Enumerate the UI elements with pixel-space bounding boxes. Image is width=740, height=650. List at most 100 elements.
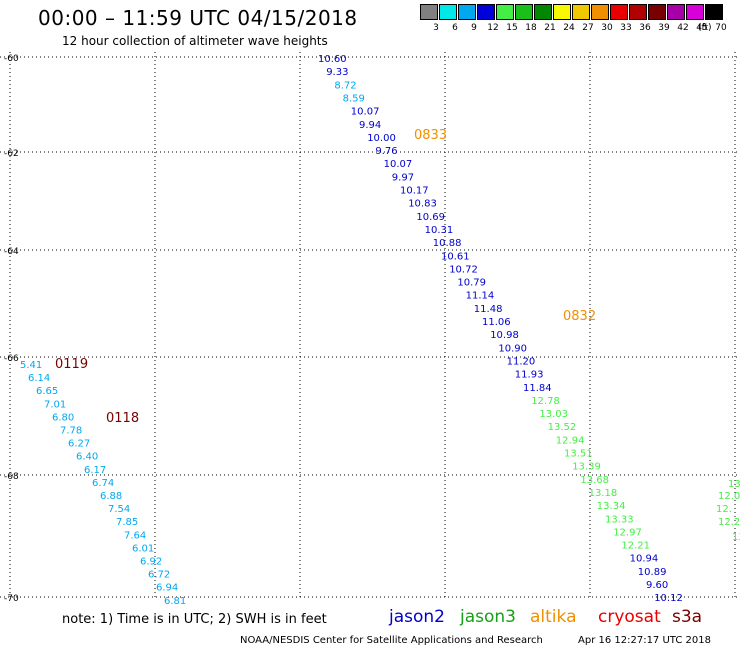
- legend-swatch: [667, 4, 685, 20]
- latitude-label: -70: [4, 594, 19, 604]
- wave-height-value: 6.92: [140, 557, 162, 568]
- wave-height-value: 10.83: [408, 199, 437, 210]
- legend-bin-label: 6: [452, 23, 458, 33]
- legend-swatch: [477, 4, 495, 20]
- wave-height-value: 12.94: [556, 435, 585, 446]
- legend-bin-label: 9: [471, 23, 477, 33]
- satellite-name: jason3: [460, 607, 516, 627]
- wave-height-value: 7.64: [124, 530, 146, 541]
- wave-height-value: 6.40: [76, 452, 98, 463]
- legend-bin-label: 70: [715, 23, 727, 33]
- legend-bin-label: 39: [658, 23, 670, 33]
- wave-height-value: 12.2: [718, 517, 740, 528]
- lat-lon-grid: [0, 52, 740, 600]
- legend-bin-label: 21: [544, 23, 556, 33]
- wave-height-value: 10.31: [425, 225, 454, 236]
- legend-swatch: [629, 4, 647, 20]
- legend-swatch: [705, 4, 723, 20]
- wave-height-value: 6.81: [164, 596, 186, 605]
- legend-swatch: [648, 4, 666, 20]
- wave-height-value: 13.33: [605, 514, 634, 525]
- wave-height-value: 11.20: [507, 356, 536, 367]
- latitude-label: -64: [4, 247, 19, 257]
- legend-swatch: [553, 4, 571, 20]
- wave-height-value: 10.89: [638, 567, 667, 578]
- credit-line: NOAA/NESDIS Center for Satellite Applica…: [240, 635, 543, 646]
- wave-height-value: 6.72: [148, 570, 170, 581]
- wave-height-value: 10.90: [498, 343, 527, 354]
- pass-time-label: 0118: [106, 411, 139, 426]
- wave-height-value: 8.72: [334, 80, 356, 91]
- legend-swatch: [515, 4, 533, 20]
- wave-height-value: 11.14: [466, 291, 495, 302]
- legend-swatch: [458, 4, 476, 20]
- wave-height-value: 13.39: [572, 462, 601, 473]
- legend-bin-label: 27: [582, 23, 594, 33]
- wave-height-value: 13.51: [564, 449, 593, 460]
- latitude-label: -60: [4, 54, 19, 64]
- satellite-name: altika: [530, 607, 577, 627]
- wave-height-value: 6.14: [28, 373, 50, 384]
- wave-height-value: 9.94: [359, 120, 381, 131]
- pass-time-label: 0832: [563, 309, 596, 324]
- wave-height-value: 9.76: [375, 146, 397, 157]
- wave-height-value: 13: [728, 479, 740, 490]
- legend-swatch: [534, 4, 552, 20]
- pass-time-label: 0119: [55, 357, 88, 372]
- legend-bin-label: 30: [601, 23, 613, 33]
- wave-height-value: 13.52: [548, 422, 577, 433]
- wave-height-value: 10.07: [351, 107, 380, 118]
- latitude-label: -66: [4, 354, 19, 364]
- legend-swatch: [496, 4, 514, 20]
- wave-height-value: 7.01: [44, 399, 66, 410]
- wave-height-value: 13.03: [539, 409, 568, 420]
- latitude-label: -68: [4, 472, 19, 482]
- wave-height-value: 10.12: [654, 593, 683, 604]
- legend-swatch: [439, 4, 457, 20]
- wave-height-value: 6.65: [36, 386, 58, 397]
- wave-height-value: 6.74: [92, 478, 114, 489]
- legend-swatch: [610, 4, 628, 20]
- wave-height-value: 6.01: [132, 543, 154, 554]
- wave-height-value: 7.78: [60, 426, 82, 437]
- wave-height-value: 6.80: [52, 412, 74, 423]
- wave-height-value: 13.34: [597, 501, 626, 512]
- wave-height-value: 10.60: [318, 54, 347, 65]
- satellite-tracks: 10.60 9.33 8.72 8.59 10.07 9.94 10.00 9.76 10.07…: [20, 54, 740, 605]
- legend-bin-label: 12: [487, 23, 499, 33]
- wave-height-value: 9.60: [646, 580, 668, 591]
- wave-height-value: 10.61: [441, 251, 470, 262]
- wave-height-value: 10.17: [400, 186, 429, 197]
- wave-height-value: 11.48: [474, 304, 503, 315]
- legend-swatch: [686, 4, 704, 20]
- wave-height-value: 9.97: [392, 172, 414, 183]
- wave-height-value: 10.98: [490, 330, 519, 341]
- wave-height-value: 6.27: [68, 439, 90, 450]
- wave-height-value: 10.72: [449, 264, 478, 275]
- wave-height-value: 10.00: [367, 133, 396, 144]
- wave-height-value: 6.17: [84, 465, 106, 476]
- legend-bin-label: 33: [620, 23, 632, 33]
- altimeter-map: -60-62-64-66-68-70-30-27-24-21-18-15 10.…: [0, 52, 740, 605]
- wave-height-value: 11.93: [515, 370, 544, 381]
- wave-height-value: 10.79: [457, 278, 486, 289]
- wave-height-value: 7.54: [108, 504, 130, 515]
- wave-height-value: 13.18: [589, 488, 618, 499]
- legend-bin-label: 18: [525, 23, 537, 33]
- legend-swatch: [591, 4, 609, 20]
- legend-swatch: [572, 4, 590, 20]
- wave-height-value: 6.94: [156, 583, 178, 594]
- wave-height-value: 13: [732, 532, 740, 543]
- wave-height-value: 10.88: [433, 238, 462, 249]
- legend-bin-label: 45: [696, 23, 708, 33]
- wave-height-value: 5.41: [20, 360, 42, 371]
- wave-height-value: 12.: [716, 504, 732, 515]
- wave-height-value: 13.68: [580, 475, 609, 486]
- wave-height-value: 12.97: [613, 527, 642, 538]
- map-title: 00:00 – 11:59 UTC 04/15/2018: [38, 6, 358, 30]
- legend-bin-label: 42: [677, 23, 689, 33]
- pass-time-label: 0833: [414, 128, 447, 143]
- satellite-name: cryosat: [598, 607, 661, 627]
- legend-swatch: [420, 4, 438, 20]
- wave-height-value: 10.94: [630, 554, 659, 565]
